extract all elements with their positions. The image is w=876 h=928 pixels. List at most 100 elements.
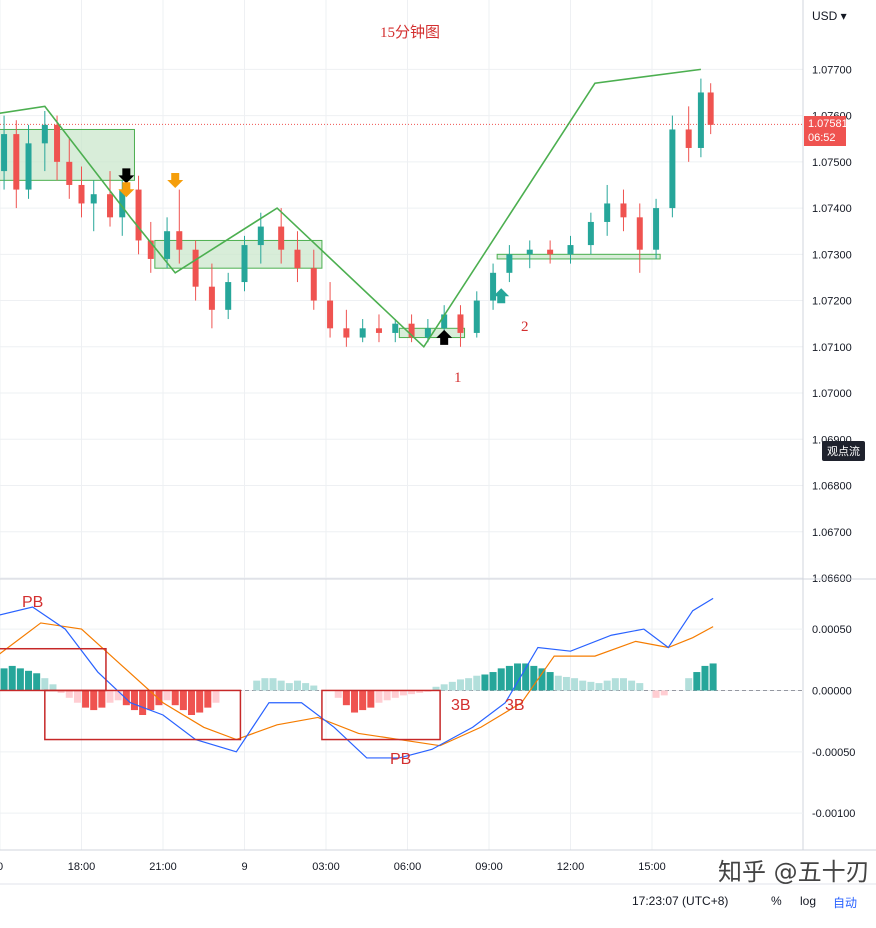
candle-body [697, 92, 704, 148]
macd-histogram-bar [562, 676, 570, 691]
sell-arrow-icon [118, 168, 135, 184]
candle-body [653, 208, 660, 250]
x-tick-label: 0 [0, 861, 3, 873]
macd-histogram-bar [530, 665, 538, 691]
macd-histogram-bar [660, 690, 668, 696]
macd-histogram-bar [619, 678, 627, 691]
currency-selector[interactable]: USD ▾ [812, 9, 847, 23]
macd-signal-line [0, 622, 714, 747]
y-tick-label: 1.07100 [812, 342, 852, 354]
buy-arrow-icon [493, 288, 510, 304]
macd-histogram-bar [179, 690, 187, 711]
macd-histogram-bar [359, 690, 367, 711]
last-price-value: 1.07581 [808, 118, 848, 131]
candle-body [636, 217, 643, 250]
macd-histogram-bar [489, 672, 497, 691]
candle-body [25, 143, 32, 190]
pb-box [321, 689, 441, 741]
log-scale-button[interactable]: log [800, 894, 817, 908]
x-tick-label: 18:00 [68, 861, 96, 873]
label-1-annotation: 1 [454, 370, 462, 386]
percent-scale-button[interactable]: % [771, 894, 782, 908]
macd-histogram-bar [685, 678, 693, 691]
pb-top-annotation: PB [22, 594, 43, 611]
x-tick-label: 9 [241, 861, 247, 873]
x-tick-label: 21:00 [149, 861, 177, 873]
candle-body [604, 203, 611, 222]
macd-histogram-bar [465, 678, 473, 691]
3b-annotation: 3B [505, 697, 525, 714]
candle-body [359, 328, 366, 338]
chart-title-annotation: 15分钟图 [380, 24, 440, 41]
bar-countdown: 06:52 [808, 132, 836, 145]
candle-body [567, 245, 574, 255]
macd-histogram-bar [538, 668, 546, 691]
candle-body [54, 124, 61, 162]
macd-histogram-bar [587, 681, 595, 691]
candle-body [164, 231, 171, 259]
macd-histogram-bar [41, 678, 49, 691]
macd-histogram-bar [16, 668, 24, 691]
x-tick-label: 03:00 [312, 861, 340, 873]
macd-histogram-bar [416, 690, 424, 693]
candle-body [669, 129, 676, 209]
y-tick-label: 1.07000 [812, 388, 852, 400]
x-tick-label: 12:00 [557, 861, 585, 873]
candle-body [135, 189, 142, 241]
macd-histogram-bar [391, 690, 399, 698]
candle-body [343, 328, 350, 338]
y-tick-label: 1.07200 [812, 296, 852, 308]
pb-box [44, 689, 242, 741]
candle-body [176, 231, 183, 250]
macd-histogram-bar [8, 665, 16, 691]
x-tick-label: 15:00 [638, 861, 666, 873]
candle-body [78, 184, 85, 204]
macd-histogram-bar [196, 690, 204, 713]
last-price-tag: 1.07581 06:52 [804, 116, 848, 147]
auto-scale-button[interactable]: 自动 [833, 896, 858, 910]
y-tick-label: 1.07400 [812, 203, 852, 215]
candle-body [66, 161, 73, 185]
x-tick-label: 06:00 [394, 861, 422, 873]
macd-histogram-bar [473, 675, 481, 691]
macd-histogram-bar [440, 684, 448, 691]
candle-body [278, 226, 285, 250]
candle-body [457, 314, 464, 333]
candle-body [685, 129, 692, 148]
macd-histogram-bar [701, 665, 709, 691]
macd-histogram-bar [383, 690, 391, 701]
macd-histogram-bar [155, 690, 163, 706]
macd-histogram-bar [163, 690, 171, 701]
y-tick-label: 1.06800 [812, 481, 852, 493]
macd-histogram-bar [514, 663, 522, 691]
macd-histogram-bar [98, 690, 106, 708]
candle-body [441, 314, 448, 329]
candle-body [257, 226, 264, 246]
candle-body [473, 300, 480, 333]
macd-histogram-bar [456, 679, 464, 691]
macd-y-tick-label: -0.00050 [812, 747, 855, 759]
candle-body [41, 124, 48, 144]
macd-histogram-bar [212, 690, 220, 703]
macd-histogram-bar [636, 683, 644, 691]
candle-body [707, 92, 714, 125]
macd-histogram-bar [334, 690, 342, 698]
candle-body [392, 323, 399, 333]
macd-histogram-bar [65, 690, 73, 698]
macd-histogram-bar [375, 690, 383, 703]
macd-histogram-bar [57, 690, 65, 693]
macd-histogram-bar [302, 683, 310, 691]
macd-histogram-bar [351, 690, 359, 713]
macd-histogram-bar [554, 675, 562, 691]
macd-histogram-bar [73, 690, 81, 703]
macd-histogram-bar [611, 678, 619, 691]
buy-arrow-icon [436, 329, 453, 345]
candle-body [424, 328, 431, 338]
candle-body [408, 323, 415, 338]
ideas-stream-button[interactable]: 观点流 [822, 441, 865, 461]
clock-readout[interactable]: 17:23:07 (UTC+8) [632, 894, 729, 908]
candle-body [506, 254, 513, 273]
candle-body [241, 245, 248, 283]
